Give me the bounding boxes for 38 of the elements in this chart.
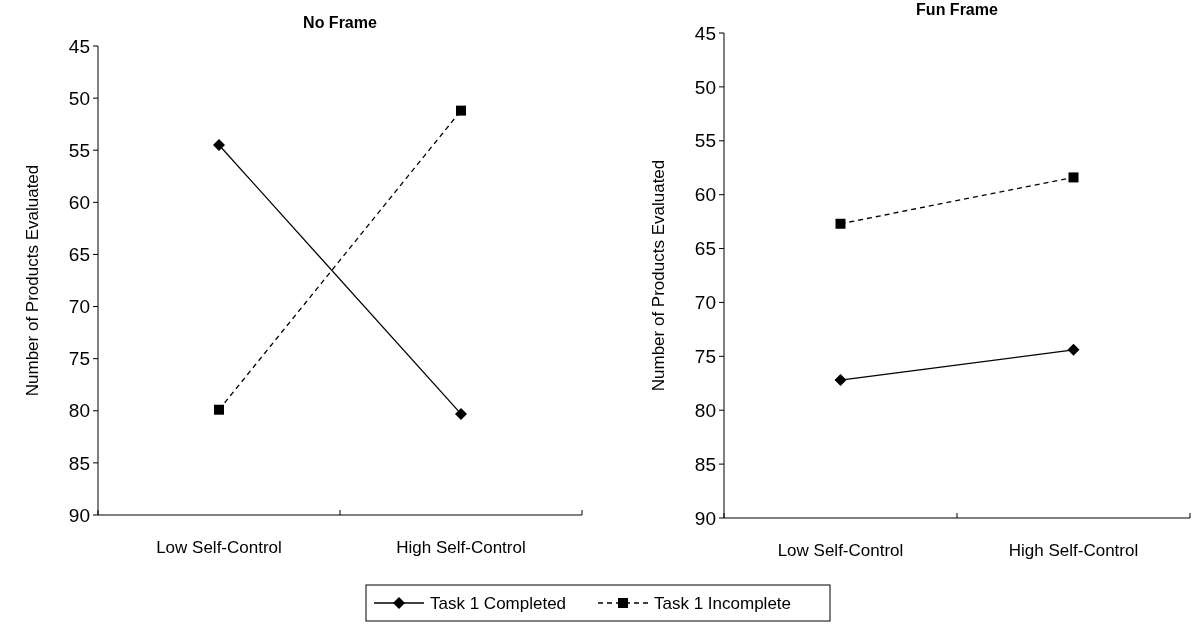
point [456, 105, 466, 116]
chart-title: Fun Frame [916, 1, 998, 18]
y-tick-label: 90 [68, 504, 90, 526]
y-tick-label: 55 [68, 139, 90, 161]
y-tick-label: 85 [694, 453, 716, 475]
point [1067, 343, 1080, 356]
x-tick-label: Low Self-Control [156, 538, 282, 557]
x-tick-label: High Self-Control [1008, 541, 1139, 560]
y-axis-title: Number of Products Evaluated [649, 159, 668, 392]
point [1068, 172, 1079, 183]
y-tick-label: 60 [694, 184, 716, 206]
y-tick-label: 50 [694, 76, 716, 98]
y-tick-label: 55 [694, 130, 716, 152]
y-tick-label: 50 [68, 87, 90, 109]
y-tick-label: 60 [68, 191, 90, 213]
chart-title: No Frame [303, 14, 377, 31]
x-tick-label: High Self-Control [396, 538, 526, 557]
x-tick-label: Low Self-Control [777, 541, 904, 560]
legend-label: Task 1 Completed [430, 593, 567, 613]
y-tick-label: 45 [68, 35, 90, 57]
y-axis-title: Number of Products Evaluated [23, 164, 42, 397]
y-tick-label: 70 [68, 296, 90, 318]
y-tick-label: 75 [68, 348, 90, 370]
y-tick-label: 80 [694, 399, 716, 421]
y-tick-label: 85 [68, 452, 90, 474]
legend-label: Task 1 Incomplete [654, 593, 792, 613]
point [213, 139, 225, 152]
y-tick-label: 65 [694, 238, 716, 260]
y-tick-label: 80 [68, 400, 90, 422]
y-tick-label: 45 [694, 22, 716, 44]
point [455, 407, 467, 420]
y-tick-label: 70 [694, 292, 716, 314]
y-tick-label: 90 [694, 507, 716, 529]
point [834, 374, 847, 387]
point [835, 218, 846, 229]
y-tick-label: 75 [694, 345, 716, 367]
point [214, 404, 224, 415]
y-tick-label: 65 [68, 244, 90, 266]
